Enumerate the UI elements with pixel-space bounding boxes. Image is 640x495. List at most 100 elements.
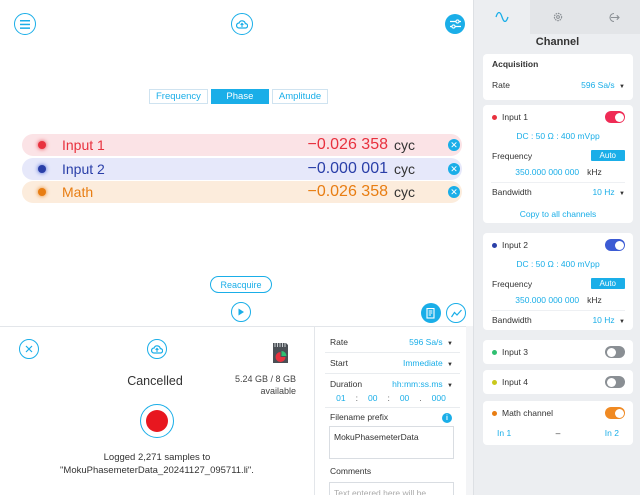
measurement-area: Frequency Phase Amplitude Input 1 −0.026… [0, 0, 473, 326]
scrollbar[interactable] [466, 326, 473, 495]
input3-label: Input 3 [502, 347, 528, 357]
input2-auto-button[interactable]: Auto [590, 278, 625, 289]
tab-output[interactable] [585, 0, 640, 34]
input4-card: Input 4 [483, 370, 633, 394]
log-start-label: Start [330, 358, 348, 368]
measurement-value: −0.026 358 [307, 136, 388, 153]
measurement-name: Input 1 [62, 137, 105, 153]
record-button[interactable] [140, 404, 174, 438]
copy-to-all-channels-link[interactable]: Copy to all channels [519, 209, 597, 219]
input4-label: Input 4 [502, 377, 528, 387]
input1-frequency-value[interactable]: 350.000 000 000 [515, 167, 580, 177]
input2-frequency-label: Frequency [492, 278, 533, 289]
caret-down-icon: ▼ [447, 362, 453, 368]
comments-input[interactable]: Text entered here will be [329, 482, 454, 495]
tab-settings[interactable] [529, 0, 586, 34]
input1-bandwidth-row[interactable]: Bandwidth 10 Hz ▼ [483, 187, 633, 197]
input2-label: Input 2 [502, 240, 528, 250]
input1-color-dot [492, 115, 497, 121]
line-chart-icon [450, 309, 462, 317]
input1-frequency-label: Frequency [492, 150, 533, 161]
math-input-a[interactable]: In 1 [497, 428, 512, 438]
duration-fields: 01 : 00 : 00 . 000 [336, 393, 446, 403]
close-icon[interactable]: ✕ [448, 139, 460, 151]
measurement-row-math: Math −0.026 358 cyc ✕ [22, 181, 462, 203]
cloud-upload-icon [236, 20, 248, 29]
duration-seconds[interactable]: 00 [399, 393, 410, 403]
math-input-b[interactable]: In 2 [604, 428, 619, 438]
measurement-row-input2: Input 2 −0.000 001 cyc ✕ [22, 158, 462, 180]
duration-minutes[interactable]: 00 [367, 393, 378, 403]
tab-frequency[interactable]: Frequency [149, 89, 208, 104]
storage-used: 5.24 GB / 8 GB [234, 374, 296, 384]
sidebar-title: Channel [535, 36, 580, 48]
input4-toggle[interactable] [605, 376, 625, 388]
input4-color-dot [492, 380, 497, 386]
menu-button[interactable] [14, 13, 36, 35]
input1-bandwidth-label: Bandwidth [492, 187, 532, 197]
input2-frequency-value[interactable]: 350.000 000 000 [515, 295, 580, 305]
gear-icon [553, 12, 562, 22]
input2-coupling[interactable]: DC : 50 Ω : 400 mVpp [516, 259, 600, 269]
close-logger-button[interactable] [19, 339, 39, 359]
tab-phase[interactable]: Phase [210, 89, 269, 104]
input2-toggle[interactable] [605, 239, 625, 251]
tab-amplitude[interactable]: Amplitude [271, 89, 329, 104]
notepad-icon [426, 307, 435, 319]
comments-label: Comments [330, 466, 372, 476]
close-icon[interactable]: ✕ [448, 186, 460, 198]
input1-toggle[interactable] [605, 111, 625, 123]
math-operator[interactable]: – [555, 428, 561, 438]
input1-coupling[interactable]: DC : 50 Ω : 400 mVpp [516, 131, 600, 141]
filename-prefix-label: Filename prefix [330, 412, 389, 422]
tab-channel[interactable] [474, 0, 530, 34]
input1-frequency-unit: kHz [587, 167, 602, 177]
filename-prefix-input[interactable]: MokuPhasemeterData [329, 426, 454, 459]
log-duration-row[interactable]: Duration hh:mm:ss.ms ▼ [315, 379, 467, 389]
input3-toggle[interactable] [605, 346, 625, 358]
info-icon[interactable]: i [442, 413, 452, 423]
sd-card-icon [268, 341, 292, 370]
input2-color-dot [38, 165, 46, 173]
logged-count: Logged 2,271 samples to [103, 452, 211, 463]
input1-auto-button[interactable]: Auto [590, 150, 625, 161]
log-start-row[interactable]: Start Immediate ▼ [315, 358, 467, 368]
measurement-value: −0.026 358 [307, 183, 388, 200]
measurement-name: Input 2 [62, 161, 105, 177]
log-rate-row[interactable]: Rate 596 Sa/s ▼ [315, 337, 467, 347]
cloud-upload-button[interactable] [231, 13, 253, 35]
play-button[interactable] [231, 302, 251, 322]
acquisition-card: Acquisition Rate 596 Sa/s ▼ [483, 54, 633, 100]
display-settings-button[interactable] [445, 14, 465, 34]
input3-color-dot [492, 350, 497, 356]
log-rate-label: Rate [330, 337, 348, 347]
comments-row: Comments [315, 466, 467, 476]
close-icon[interactable]: ✕ [448, 163, 460, 175]
math-channel-card: Math channel In 1 – In 2 [483, 401, 633, 445]
acquisition-rate-value: 596 Sa/s [581, 80, 615, 90]
input2-card: Input 2 DC : 50 Ω : 400 mVpp Frequency A… [483, 233, 633, 330]
duration-hours[interactable]: 01 [336, 393, 346, 403]
measurement-value: −0.000 001 [307, 160, 388, 177]
record-icon [146, 410, 168, 432]
caret-down-icon: ▼ [619, 84, 625, 90]
log-duration-format: hh:mm:ss.ms [392, 379, 443, 389]
cloud-upload-button[interactable] [147, 339, 167, 359]
math-channel-toggle[interactable] [605, 407, 625, 419]
logged-message: Logged 2,271 samples to "MokuPhasemeterD… [20, 451, 294, 477]
math-color-dot [38, 188, 46, 196]
caret-down-icon: ▼ [619, 191, 625, 197]
log-settings-panel: Rate 596 Sa/s ▼ Start Immediate ▼ Durati… [314, 326, 466, 495]
logged-filename: "MokuPhasemeterData_20241127_095711.li". [60, 465, 254, 476]
play-icon [238, 308, 244, 316]
data-logger-button[interactable] [421, 303, 441, 323]
output-icon [609, 12, 620, 22]
reacquire-button[interactable]: Reacquire [210, 276, 272, 293]
chart-view-button[interactable] [446, 303, 466, 323]
measurement-row-input1: Input 1 −0.026 358 cyc ✕ [22, 134, 462, 156]
input2-color-dot [492, 243, 497, 249]
acquisition-rate-row[interactable]: Rate 596 Sa/s ▼ [483, 80, 633, 90]
measurement-unit: cyc [394, 137, 415, 153]
duration-milliseconds[interactable]: 000 [431, 393, 446, 403]
input2-bandwidth-row[interactable]: Bandwidth 10 Hz ▼ [483, 315, 633, 325]
